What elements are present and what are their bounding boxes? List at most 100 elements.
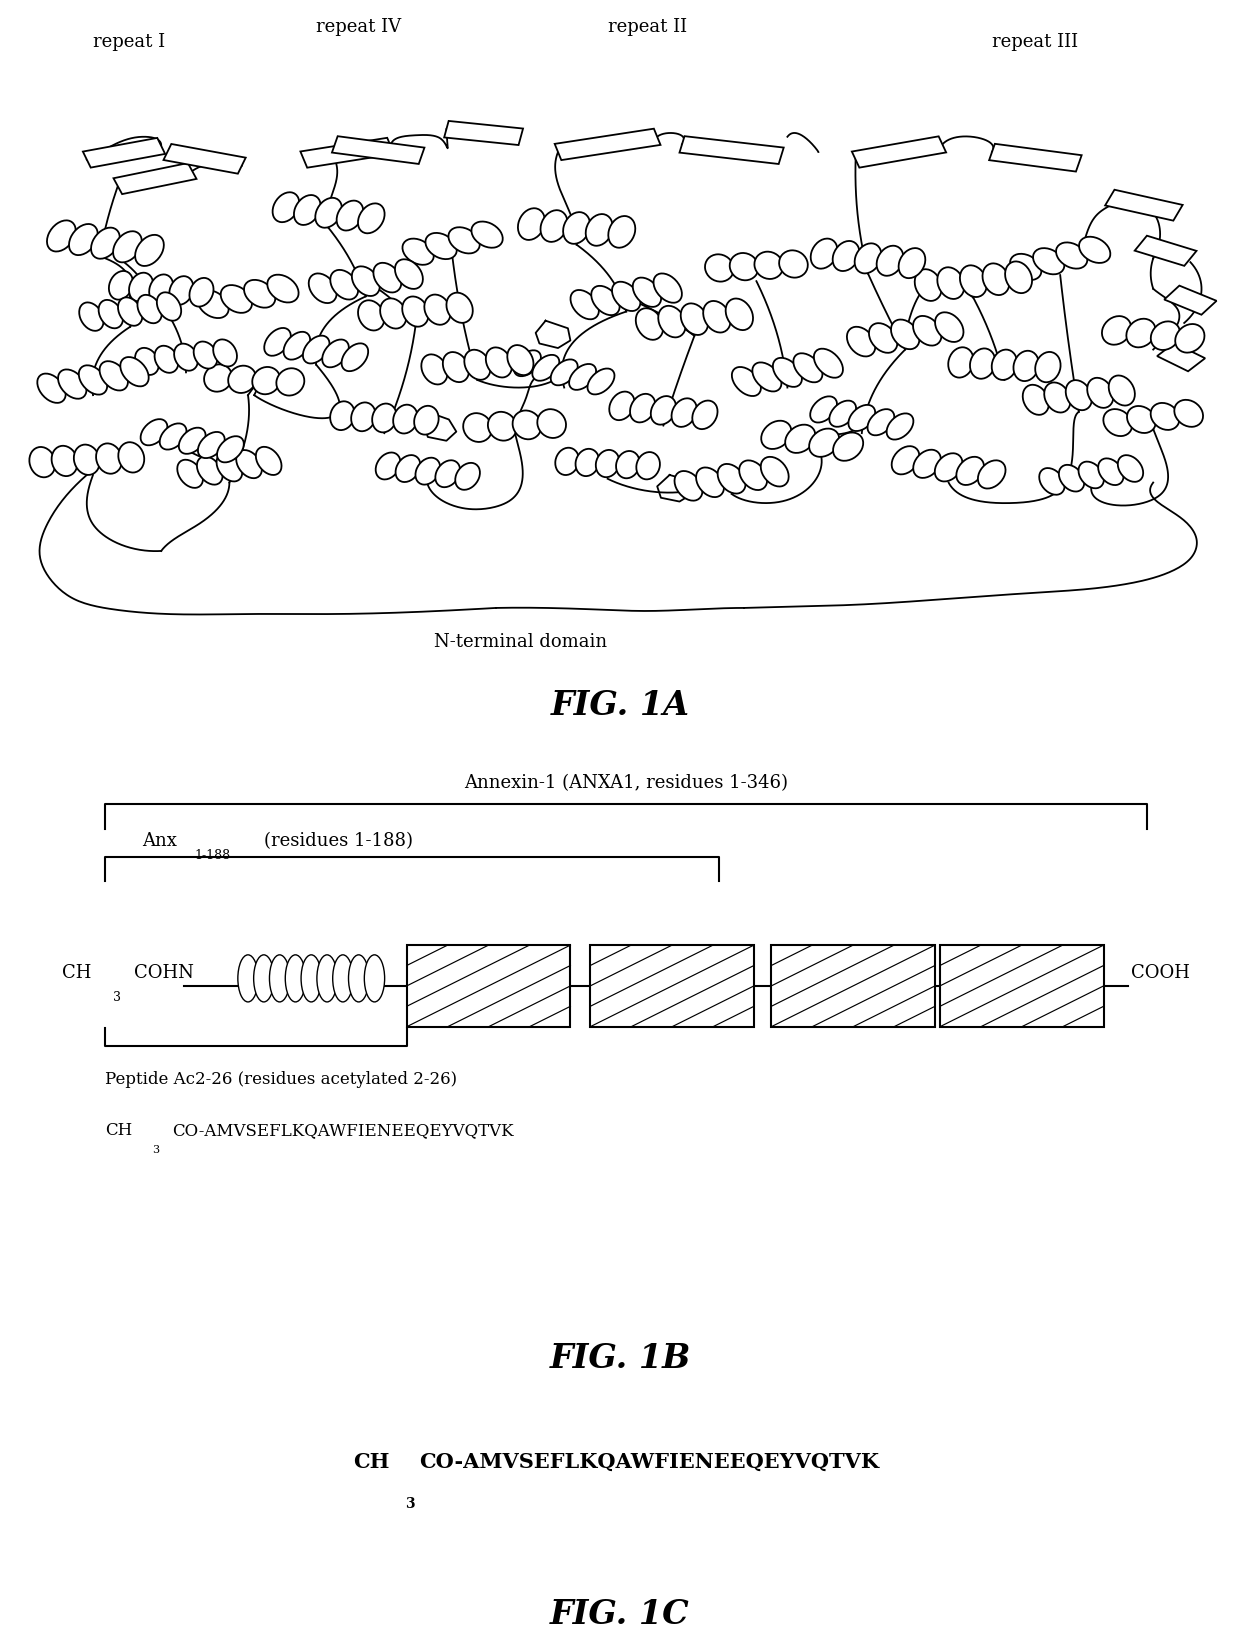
Text: CH: CH bbox=[353, 1452, 389, 1472]
Polygon shape bbox=[990, 144, 1081, 172]
Ellipse shape bbox=[899, 248, 925, 278]
Ellipse shape bbox=[446, 292, 472, 322]
Ellipse shape bbox=[532, 355, 559, 380]
Ellipse shape bbox=[810, 428, 839, 458]
Ellipse shape bbox=[74, 444, 99, 474]
Ellipse shape bbox=[358, 203, 384, 233]
Polygon shape bbox=[852, 137, 946, 167]
Ellipse shape bbox=[372, 403, 397, 433]
Ellipse shape bbox=[1059, 464, 1084, 492]
Polygon shape bbox=[1105, 190, 1183, 221]
Text: 3: 3 bbox=[405, 1497, 415, 1512]
Ellipse shape bbox=[869, 324, 898, 354]
Text: CO-AMVSEFLKQAWFIENEEQEYVQTVK: CO-AMVSEFLKQAWFIENEEQEYVQTVK bbox=[172, 1122, 515, 1140]
Ellipse shape bbox=[591, 286, 620, 316]
Ellipse shape bbox=[424, 294, 450, 325]
Ellipse shape bbox=[294, 195, 321, 225]
Ellipse shape bbox=[575, 449, 599, 476]
Ellipse shape bbox=[570, 291, 599, 319]
Ellipse shape bbox=[403, 238, 434, 264]
Text: 1-188: 1-188 bbox=[195, 849, 231, 862]
Bar bbox=[771, 945, 935, 1028]
Ellipse shape bbox=[978, 461, 1006, 489]
Ellipse shape bbox=[892, 446, 919, 474]
Ellipse shape bbox=[992, 350, 1017, 380]
Ellipse shape bbox=[739, 461, 768, 491]
Ellipse shape bbox=[415, 458, 440, 484]
Ellipse shape bbox=[255, 446, 281, 476]
Ellipse shape bbox=[1127, 406, 1156, 433]
Ellipse shape bbox=[935, 453, 962, 481]
Ellipse shape bbox=[761, 421, 791, 449]
Ellipse shape bbox=[140, 420, 167, 446]
Polygon shape bbox=[680, 135, 784, 164]
Ellipse shape bbox=[507, 345, 533, 375]
Ellipse shape bbox=[138, 294, 161, 324]
Ellipse shape bbox=[1039, 468, 1065, 494]
Ellipse shape bbox=[588, 368, 615, 395]
Ellipse shape bbox=[935, 312, 963, 342]
Ellipse shape bbox=[847, 327, 875, 357]
Text: N-terminal domain: N-terminal domain bbox=[434, 633, 608, 651]
Ellipse shape bbox=[351, 403, 376, 431]
Ellipse shape bbox=[1117, 456, 1143, 482]
Ellipse shape bbox=[970, 349, 996, 378]
Ellipse shape bbox=[471, 221, 502, 248]
Ellipse shape bbox=[156, 292, 181, 320]
Ellipse shape bbox=[238, 955, 258, 1001]
Text: FIG. 1A: FIG. 1A bbox=[551, 689, 689, 722]
Ellipse shape bbox=[729, 253, 759, 281]
Ellipse shape bbox=[811, 238, 837, 269]
Polygon shape bbox=[444, 121, 523, 145]
Ellipse shape bbox=[348, 955, 368, 1001]
Ellipse shape bbox=[464, 413, 492, 443]
Ellipse shape bbox=[269, 955, 290, 1001]
Text: Peptide Ac2-26 (residues acetylated 2-26): Peptide Ac2-26 (residues acetylated 2-26… bbox=[105, 1070, 458, 1087]
Ellipse shape bbox=[761, 458, 789, 486]
Polygon shape bbox=[332, 135, 424, 164]
Text: repeat I: repeat I bbox=[93, 33, 165, 51]
Ellipse shape bbox=[268, 274, 299, 302]
Ellipse shape bbox=[118, 443, 144, 472]
Ellipse shape bbox=[47, 220, 76, 251]
Polygon shape bbox=[1164, 286, 1216, 316]
Ellipse shape bbox=[396, 259, 423, 289]
Text: FIG. 1C: FIG. 1C bbox=[551, 1597, 689, 1631]
Polygon shape bbox=[83, 137, 165, 167]
Ellipse shape bbox=[455, 463, 480, 489]
Ellipse shape bbox=[120, 357, 149, 387]
Ellipse shape bbox=[609, 216, 635, 248]
Ellipse shape bbox=[960, 266, 987, 297]
Ellipse shape bbox=[1099, 458, 1123, 486]
Ellipse shape bbox=[595, 449, 620, 477]
Ellipse shape bbox=[1013, 350, 1039, 382]
Text: Anx: Anx bbox=[143, 831, 177, 849]
Ellipse shape bbox=[79, 302, 104, 330]
Polygon shape bbox=[300, 137, 394, 169]
Ellipse shape bbox=[868, 410, 894, 436]
Text: Annexin-1 (ANXA1, residues 1-346): Annexin-1 (ANXA1, residues 1-346) bbox=[464, 775, 789, 793]
Ellipse shape bbox=[1056, 243, 1087, 269]
Ellipse shape bbox=[616, 451, 640, 479]
Ellipse shape bbox=[435, 461, 460, 487]
Ellipse shape bbox=[563, 211, 590, 244]
Polygon shape bbox=[164, 144, 246, 173]
Text: 3: 3 bbox=[153, 1145, 160, 1155]
Text: COOH: COOH bbox=[1131, 965, 1189, 983]
Ellipse shape bbox=[1035, 352, 1060, 382]
Ellipse shape bbox=[79, 365, 107, 395]
Ellipse shape bbox=[658, 306, 686, 337]
Ellipse shape bbox=[109, 271, 133, 299]
Ellipse shape bbox=[754, 251, 784, 279]
Ellipse shape bbox=[830, 400, 856, 426]
Ellipse shape bbox=[1079, 461, 1104, 489]
Ellipse shape bbox=[613, 282, 640, 311]
Ellipse shape bbox=[487, 411, 517, 441]
Ellipse shape bbox=[486, 347, 512, 377]
Ellipse shape bbox=[422, 355, 448, 385]
Ellipse shape bbox=[309, 274, 336, 302]
Ellipse shape bbox=[892, 319, 919, 349]
Ellipse shape bbox=[518, 208, 544, 240]
Ellipse shape bbox=[512, 410, 542, 439]
Ellipse shape bbox=[609, 392, 635, 420]
